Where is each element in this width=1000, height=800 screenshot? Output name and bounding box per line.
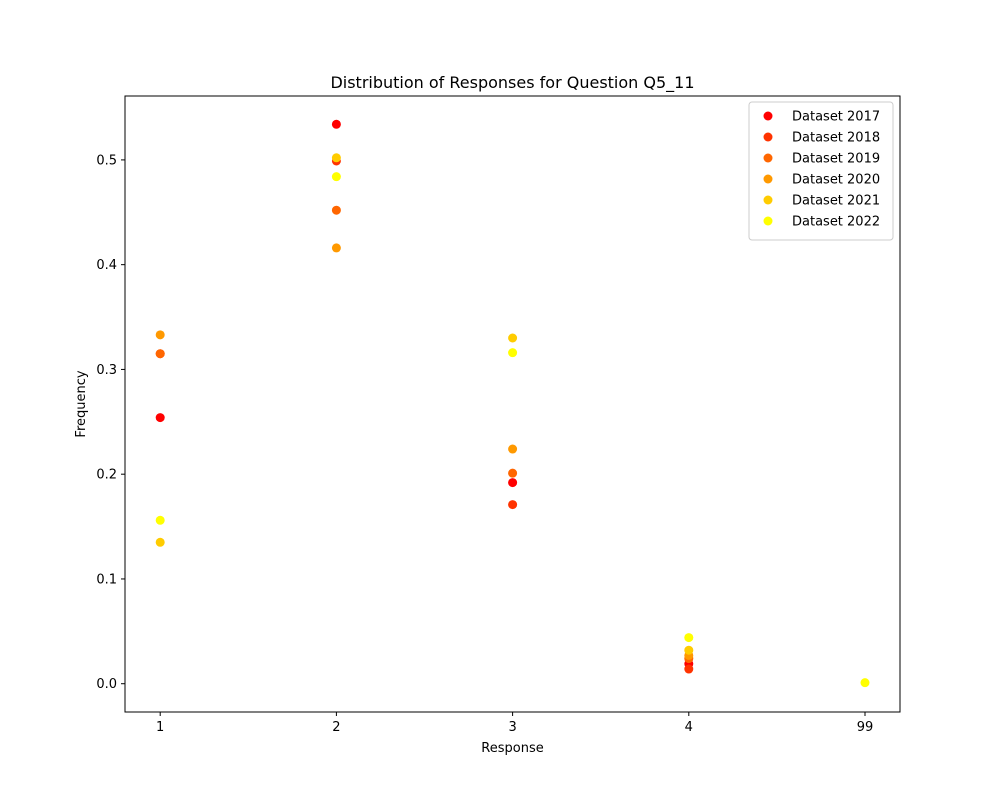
x-axis-label: Response [481,741,543,756]
legend-marker [763,195,773,205]
data-point [684,633,694,643]
data-point [508,478,518,488]
plot-marks [155,119,870,688]
x-tick-label: 99 [857,720,874,735]
x-tick-label: 1 [156,720,164,735]
x-tick-label: 3 [508,720,516,735]
data-point [331,243,341,253]
chart-title: Distribution of Responses for Question Q… [330,73,694,93]
data-point [331,205,341,215]
y-tick-label: 0.3 [96,363,117,378]
data-point [508,500,518,510]
y-axis-ticks: 0.0 0.1 0.2 0.3 0.4 0.5 [96,153,125,692]
x-axis-ticks: 1 2 3 4 99 [156,712,873,735]
y-tick-label: 0.4 [96,258,117,273]
y-tick-label: 0.1 [96,572,117,587]
data-point [155,537,165,547]
data-point [155,413,165,423]
x-tick-label: 4 [685,720,693,735]
y-tick-label: 0.2 [96,468,117,483]
legend-box [748,101,894,241]
legend-marker [763,174,773,184]
data-point [155,349,165,359]
data-point [860,678,870,688]
legend-label: Dataset 2021 [792,194,880,209]
legend-marker [763,111,773,121]
y-tick-label: 0.0 [96,677,117,692]
data-point [508,444,518,454]
data-point [684,645,694,655]
y-tick-label: 0.5 [96,153,117,168]
legend-marker [763,153,773,163]
data-point [155,515,165,525]
data-point [508,348,518,358]
legend-label: Dataset 2018 [792,131,880,146]
legend-marker [763,132,773,142]
data-point [331,172,341,182]
data-point [508,333,518,343]
data-point [684,664,694,674]
data-point [155,330,165,340]
data-point [331,153,341,163]
legend-marker [763,216,773,226]
legend: Dataset 2017 Dataset 2018 Dataset 2019 Data… [748,101,894,241]
legend-label: Dataset 2017 [792,110,880,125]
data-point [331,119,341,129]
legend-label: Dataset 2020 [792,173,880,188]
y-axis-label: Frequency [74,370,89,437]
legend-label: Dataset 2019 [792,152,880,167]
x-tick-label: 2 [332,720,340,735]
data-point [508,468,518,478]
legend-label: Dataset 2022 [792,215,880,230]
